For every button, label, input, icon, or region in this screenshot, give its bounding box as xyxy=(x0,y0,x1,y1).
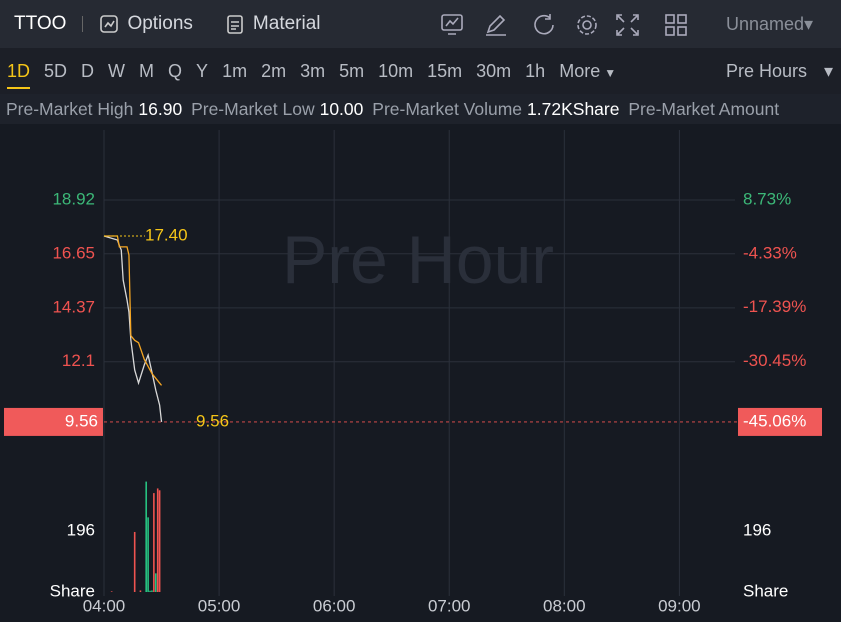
stat-label: Pre-Market Amount xyxy=(628,99,780,119)
timeframe-tab[interactable]: W xyxy=(108,60,126,81)
watermark: Pre Hour xyxy=(282,222,554,298)
volume-bar xyxy=(154,573,157,592)
volume-bar xyxy=(133,531,136,592)
caret: ▼ xyxy=(604,65,617,80)
timeframe-tab[interactable]: Q xyxy=(168,60,183,81)
stat-label: Pre-Market High xyxy=(6,99,134,119)
y-tick-label: 18.92 xyxy=(52,189,95,208)
icon xyxy=(227,15,243,34)
material-button[interactable]: Material xyxy=(225,13,321,35)
symbol[interactable]: TTOO xyxy=(14,13,67,34)
volume-bar xyxy=(156,488,159,592)
separator xyxy=(82,16,84,32)
last-change-box xyxy=(738,407,822,436)
layout-select[interactable]: Unnamed▾ xyxy=(726,14,814,34)
y-tick-label: 12.1 xyxy=(62,351,95,370)
x-tick-label: 09:00 xyxy=(658,596,701,615)
x-tick-label: 08:00 xyxy=(543,596,586,615)
timeframe-tab[interactable]: 30m xyxy=(476,60,512,81)
last-change-label: -45.06% xyxy=(743,411,806,430)
tool-icons[interactable] xyxy=(440,12,700,38)
timeframe-tab[interactable]: 15m xyxy=(427,60,463,81)
volume-unit: Share xyxy=(743,581,788,600)
icon xyxy=(100,15,119,33)
timeframe-tab[interactable]: 2m xyxy=(261,60,287,81)
session-select[interactable]: Pre Hours ▾ xyxy=(726,61,834,81)
timeframe-tab[interactable]: M xyxy=(139,60,155,81)
volume-unit: Share xyxy=(50,581,95,600)
timeframe-tab[interactable]: D xyxy=(81,60,95,81)
x-tick-label: 06:00 xyxy=(313,596,356,615)
volume-tick-label: 196 xyxy=(743,521,771,540)
toolbar: TTOO Options Material Unnamed▾ xyxy=(0,0,841,48)
material-label: Material xyxy=(252,13,321,34)
chart: Pre Hour 04:00 05:00 06:00 07:00 08:00 09:00 18… xyxy=(4,130,822,615)
volume-bar xyxy=(145,481,147,592)
timeframe-tab[interactable]: 5m xyxy=(339,60,365,81)
y-tick-label: 14.37 xyxy=(52,297,95,316)
x-tick-label: 04:00 xyxy=(83,596,126,615)
stat-value: 10.00 xyxy=(319,99,364,119)
price-line xyxy=(104,235,163,386)
y2-tick-label: -4.33% xyxy=(743,243,797,262)
last-price-axis-label: 9.56 xyxy=(65,411,98,430)
options-label: Options xyxy=(127,13,193,34)
timeframe-tab[interactable]: 1h xyxy=(525,60,546,81)
y2-tick-label: -30.45% xyxy=(743,351,806,370)
volume-tick-label: 196 xyxy=(67,521,95,540)
stat-value: 1.72KShare xyxy=(527,99,620,119)
timeframe-tab[interactable]: 1m xyxy=(222,60,248,81)
volume-bar xyxy=(139,590,142,592)
stat-label: Pre-Market Low xyxy=(191,99,315,119)
x-tick-label: 07:00 xyxy=(428,596,471,615)
timeframe-tab[interactable]: Y xyxy=(196,60,209,81)
timeframe-tab[interactable]: 1D xyxy=(7,61,31,89)
y-tick-label: 16.65 xyxy=(52,243,95,262)
stat-label: Pre-Market Volume xyxy=(372,99,523,119)
reference-label: 17.40 xyxy=(145,225,188,244)
y2-tick-label: -17.39% xyxy=(743,297,806,316)
volume-bar xyxy=(158,490,161,592)
timeframe-tab[interactable]: More ▼ xyxy=(559,60,617,81)
y2-tick-label: 8.73% xyxy=(743,189,791,208)
stat-value: 16.90 xyxy=(138,99,183,119)
volume-bar xyxy=(151,590,153,592)
options-button[interactable]: Options xyxy=(99,13,193,35)
timeframe-tab[interactable]: 5D xyxy=(44,60,68,81)
volume-bar xyxy=(147,517,149,592)
session-label: Pre Hours xyxy=(726,61,808,81)
timeframe-tab[interactable]: 3m xyxy=(300,60,326,81)
timeframe-bar: 1D 5D D W M Q Y 1m 2m 3m 5m 10m 15m 30m 1h More ▼ Pre Hou… xyxy=(0,48,841,94)
volume-bar xyxy=(110,591,113,592)
layout-name: Unnamed xyxy=(726,14,805,34)
x-tick-label: 05:00 xyxy=(198,596,241,615)
last-price-label: 9.56 xyxy=(196,411,229,430)
timeframe-tab[interactable]: 10m xyxy=(378,60,414,81)
last-price-box xyxy=(4,407,103,436)
volume-bar xyxy=(149,590,151,592)
volume-bar xyxy=(153,493,155,592)
price-line xyxy=(103,235,163,422)
stats-bar: Pre-Market High 16.90 Pre-Market Low 10.00… xyxy=(0,94,841,124)
